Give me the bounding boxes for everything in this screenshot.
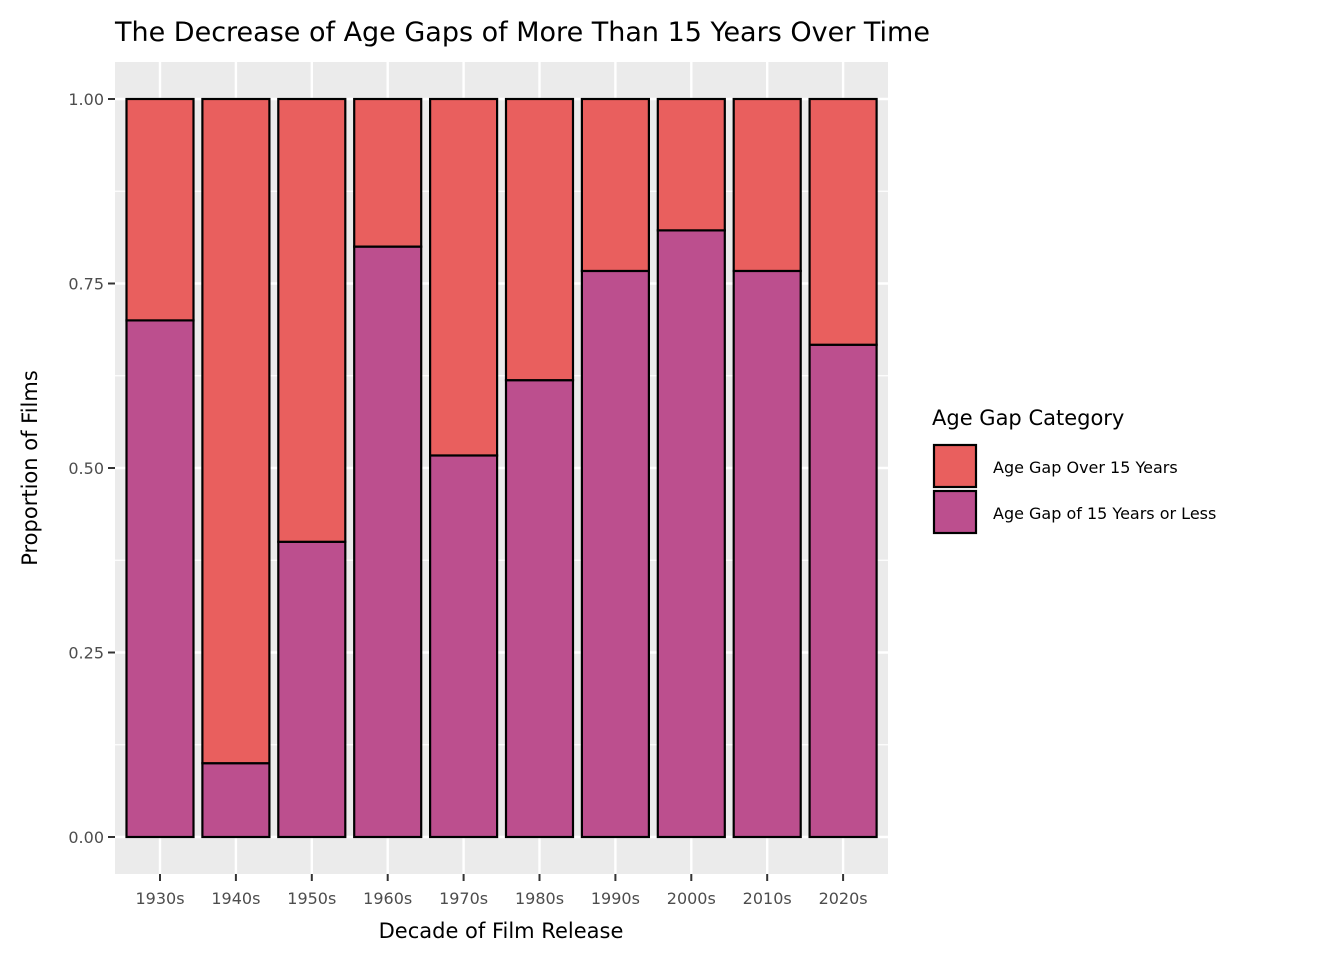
bar-1970s-age-gap-of-15-years-or-less [429, 454, 499, 839]
x-tick-label: 1960s [363, 889, 412, 908]
bar-1980s-age-gap-over-15-years [504, 97, 575, 382]
bar-1940s-age-gap-over-15-years [201, 97, 271, 765]
bar-2000s-age-gap-of-15-years-or-less [656, 229, 726, 839]
bar-1960s-age-gap-of-15-years-or-less [353, 245, 423, 839]
bar-1990s-age-gap-of-15-years-or-less [580, 269, 651, 839]
y-tick-label: 0.50 [68, 459, 104, 478]
x-axis-title: Decade of Film Release [379, 919, 624, 943]
bar-2010s-age-gap-over-15-years [732, 97, 802, 273]
x-tick-label: 2010s [743, 889, 792, 908]
x-tick-label: 2020s [819, 889, 868, 908]
y-tick-label: 0.00 [68, 828, 104, 847]
x-tick-label: 1980s [515, 889, 564, 908]
bar-1950s-age-gap-of-15-years-or-less [277, 540, 347, 839]
x-axis: 1930s 1940s 1950s 1960s 1970s 1980s 1990s 2000s… [135, 874, 868, 908]
y-axis: 0.00 0.25 0.50 0.75 1.00 [68, 90, 115, 847]
x-tick-label: 1940s [211, 889, 260, 908]
bar-1940s-age-gap-of-15-years-or-less [201, 762, 271, 839]
bar-2010s-age-gap-of-15-years-or-less [732, 269, 802, 839]
x-tick-label: 1990s [591, 889, 640, 908]
legend-key [932, 443, 978, 489]
y-tick-label: 1.00 [68, 90, 104, 109]
y-axis-title: Proportion of Films [18, 370, 42, 566]
bar-1950s-age-gap-over-15-years [277, 97, 347, 543]
legend-title: Age Gap Category [932, 406, 1124, 430]
bar-1930s-age-gap-over-15-years [125, 97, 195, 322]
legend: Age Gap Category Age Gap Over 15 Years Ag… [932, 406, 1216, 535]
bar-1980s-age-gap-of-15-years-or-less [504, 379, 575, 839]
x-tick-label: 1970s [439, 889, 488, 908]
chart-title: The Decrease of Age Gaps of More Than 15… [114, 17, 930, 48]
bar-1960s-age-gap-over-15-years [353, 97, 423, 248]
bar-2020s-age-gap-over-15-years [808, 97, 878, 346]
bar-1990s-age-gap-over-15-years [580, 97, 651, 273]
legend-label: Age Gap Over 15 Years [993, 458, 1178, 477]
legend-label: Age Gap of 15 Years or Less [993, 504, 1216, 523]
y-tick-label: 0.25 [68, 644, 104, 663]
x-tick-label: 1950s [287, 889, 336, 908]
bars [125, 97, 878, 839]
bar-2020s-age-gap-of-15-years-or-less [808, 343, 878, 839]
x-tick-label: 1930s [135, 889, 184, 908]
bar-1930s-age-gap-of-15-years-or-less [125, 319, 195, 839]
x-tick-label: 2000s [667, 889, 716, 908]
bar-2000s-age-gap-over-15-years [656, 97, 726, 232]
bar-1970s-age-gap-over-15-years [429, 97, 499, 457]
y-tick-label: 0.75 [68, 275, 104, 294]
legend-key [932, 489, 978, 535]
